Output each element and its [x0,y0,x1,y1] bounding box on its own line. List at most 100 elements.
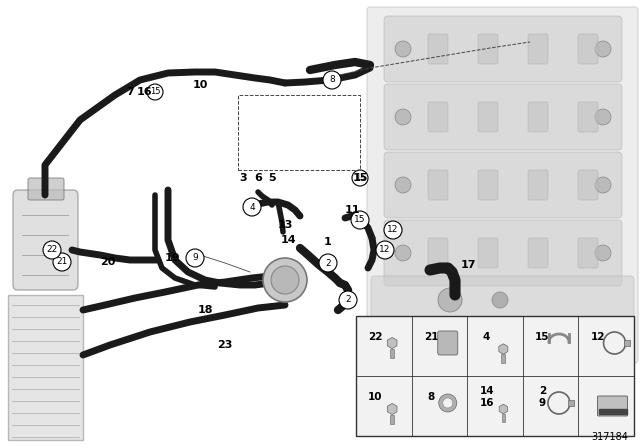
Text: 15: 15 [150,87,160,96]
Text: 15: 15 [352,173,368,183]
Text: 18: 18 [197,305,212,315]
Text: 22: 22 [46,246,58,254]
Text: 21: 21 [424,332,438,342]
Text: 10: 10 [192,80,208,90]
FancyBboxPatch shape [428,238,448,268]
Text: 2: 2 [345,296,351,305]
Text: 5: 5 [268,173,276,183]
Circle shape [443,398,452,408]
Circle shape [319,254,337,272]
FancyBboxPatch shape [528,238,548,268]
Bar [356,316,634,436]
Circle shape [352,170,368,186]
Circle shape [384,221,402,239]
Bar [598,409,627,414]
Bar [390,414,394,424]
FancyBboxPatch shape [478,170,498,200]
Circle shape [439,394,457,412]
Text: 12: 12 [387,225,399,234]
FancyBboxPatch shape [384,220,622,286]
Circle shape [323,71,341,89]
FancyBboxPatch shape [528,34,548,64]
Text: 12: 12 [380,246,390,254]
FancyBboxPatch shape [367,7,638,363]
Circle shape [395,109,411,125]
FancyBboxPatch shape [478,34,498,64]
FancyBboxPatch shape [578,102,598,132]
Text: 8: 8 [329,76,335,85]
FancyBboxPatch shape [28,178,64,200]
Circle shape [595,177,611,193]
Text: 13: 13 [277,220,292,230]
Bar [390,349,394,358]
Circle shape [395,41,411,57]
Text: 4: 4 [249,202,255,211]
FancyBboxPatch shape [578,238,598,268]
Text: 9: 9 [192,254,198,263]
Text: 20: 20 [100,257,116,267]
FancyBboxPatch shape [13,190,78,290]
Circle shape [492,292,508,308]
Circle shape [53,253,71,271]
Circle shape [43,241,61,259]
FancyBboxPatch shape [578,34,598,64]
Text: 21: 21 [56,258,68,267]
Circle shape [339,291,357,309]
Circle shape [243,198,261,216]
Text: 8: 8 [428,392,435,402]
FancyBboxPatch shape [428,102,448,132]
Text: 14: 14 [280,235,296,245]
FancyBboxPatch shape [371,276,634,364]
FancyBboxPatch shape [478,238,498,268]
Polygon shape [387,403,397,414]
Circle shape [147,84,163,100]
Circle shape [263,258,307,302]
Text: 22: 22 [368,332,383,342]
FancyBboxPatch shape [384,84,622,150]
Text: 15: 15 [535,332,550,342]
Text: 6: 6 [254,173,262,183]
FancyBboxPatch shape [598,396,628,416]
Circle shape [376,241,394,259]
Polygon shape [499,404,508,414]
FancyBboxPatch shape [428,170,448,200]
FancyBboxPatch shape [384,16,622,82]
Bar [8,295,83,440]
Polygon shape [387,337,397,349]
Text: 317184: 317184 [591,432,628,442]
Bar [623,340,630,346]
FancyBboxPatch shape [438,331,458,355]
Text: 4: 4 [483,332,490,342]
Circle shape [186,249,204,267]
Text: 14
16: 14 16 [479,386,494,408]
FancyBboxPatch shape [528,170,548,200]
Circle shape [351,211,369,229]
Polygon shape [499,344,508,354]
Circle shape [395,177,411,193]
Text: 3: 3 [239,173,247,183]
FancyBboxPatch shape [384,152,622,218]
Text: 15: 15 [355,215,365,224]
Circle shape [395,245,411,261]
Text: 15: 15 [355,173,365,182]
Text: 2: 2 [325,258,331,267]
Circle shape [595,245,611,261]
Text: 16: 16 [137,87,153,97]
Bar [501,354,506,363]
Bar [568,400,574,406]
Text: 2
9: 2 9 [539,386,546,408]
Circle shape [438,288,462,312]
Bar [502,414,505,422]
FancyBboxPatch shape [428,34,448,64]
Text: 7: 7 [126,87,134,97]
Text: 12: 12 [591,332,605,342]
FancyBboxPatch shape [578,170,598,200]
Text: 17: 17 [460,260,476,270]
Text: 23: 23 [218,340,233,350]
Text: 11: 11 [344,205,360,215]
FancyBboxPatch shape [478,102,498,132]
Text: 1: 1 [324,237,332,247]
Circle shape [271,266,299,294]
FancyBboxPatch shape [528,102,548,132]
Text: 10: 10 [368,392,383,402]
